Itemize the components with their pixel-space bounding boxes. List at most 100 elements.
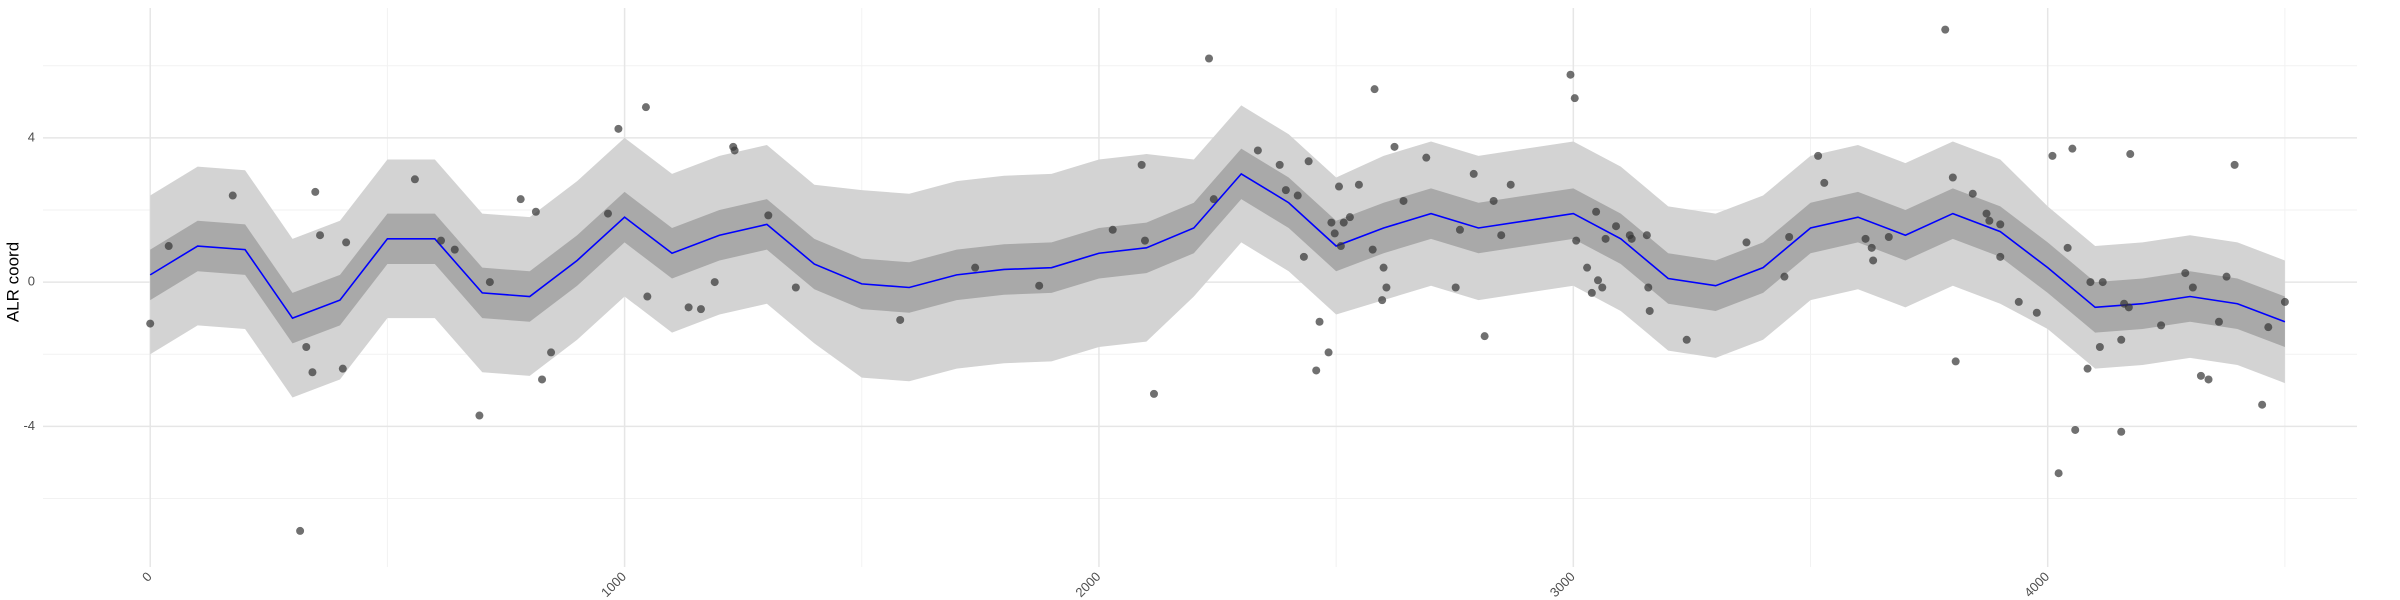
- point: [1108, 225, 1117, 234]
- point: [1742, 238, 1751, 247]
- point: [1592, 207, 1601, 216]
- point: [1304, 157, 1313, 166]
- point: [1422, 153, 1431, 162]
- point: [2181, 269, 2190, 278]
- x-tick-label: 2000: [1072, 569, 1103, 600]
- point: [1209, 195, 1218, 204]
- point: [1682, 335, 1691, 344]
- smooth-line: [149, 172, 2286, 323]
- point: [2280, 297, 2289, 306]
- point: [1968, 189, 1977, 198]
- point: [1451, 283, 1460, 292]
- point: [1399, 196, 1408, 205]
- point: [2048, 151, 2057, 160]
- point: [1299, 252, 1308, 261]
- point: [2083, 364, 2092, 373]
- point: [2086, 278, 2095, 287]
- point: [516, 195, 525, 204]
- point: [696, 305, 705, 314]
- point: [2117, 335, 2126, 344]
- y-tick-label: 0: [28, 274, 35, 289]
- point: [338, 364, 347, 373]
- point: [1339, 218, 1348, 227]
- point: [1035, 281, 1044, 290]
- point: [1948, 173, 1957, 182]
- point: [710, 278, 719, 287]
- point: [2264, 323, 2273, 332]
- point: [971, 263, 980, 272]
- point: [1315, 317, 1324, 326]
- point: [1480, 332, 1489, 341]
- point: [437, 236, 446, 245]
- point: [2032, 308, 2041, 317]
- point: [2124, 303, 2133, 312]
- point: [2063, 243, 2072, 252]
- point: [228, 191, 237, 200]
- point: [1140, 236, 1149, 245]
- point: [1869, 256, 1878, 265]
- point: [2196, 371, 2205, 380]
- point: [1627, 234, 1636, 243]
- point: [475, 411, 484, 420]
- point: [1334, 182, 1343, 191]
- point: [2054, 469, 2063, 478]
- point: [1861, 234, 1870, 243]
- point: [1275, 160, 1284, 169]
- point: [2014, 297, 2023, 306]
- point: [1601, 234, 1610, 243]
- point: [1583, 263, 1592, 272]
- x-tick-label: 4000: [2021, 569, 2052, 600]
- point: [485, 278, 494, 287]
- point: [1820, 178, 1829, 187]
- point: [2095, 343, 2104, 352]
- point: [1780, 272, 1789, 281]
- point: [684, 303, 693, 312]
- point: [614, 124, 623, 133]
- point: [308, 368, 317, 377]
- point: [2258, 400, 2267, 409]
- point: [1982, 209, 1991, 218]
- point: [531, 207, 540, 216]
- point: [1205, 54, 1214, 63]
- point: [1149, 389, 1158, 398]
- point: [1884, 233, 1893, 242]
- point: [1814, 151, 1823, 160]
- point: [302, 343, 311, 352]
- point: [1644, 283, 1653, 292]
- point: [450, 245, 459, 254]
- point: [1382, 283, 1391, 292]
- point: [2214, 317, 2223, 326]
- point: [1951, 357, 1960, 366]
- point: [1867, 243, 1876, 252]
- point: [146, 319, 155, 328]
- point: [2068, 144, 2077, 153]
- point: [1941, 25, 1950, 34]
- point: [1996, 252, 2005, 261]
- point: [643, 292, 652, 301]
- point: [2126, 150, 2135, 159]
- point: [1368, 245, 1377, 254]
- point: [1570, 94, 1579, 103]
- point: [1594, 276, 1603, 285]
- point: [2157, 321, 2166, 330]
- point: [1354, 180, 1363, 189]
- point: [1612, 222, 1621, 231]
- x-tick-label: 3000: [1547, 569, 1578, 600]
- point: [2117, 427, 2126, 436]
- y-tick-label: 4: [28, 129, 35, 144]
- point: [342, 238, 351, 247]
- point: [1281, 186, 1290, 195]
- point: [1598, 283, 1607, 292]
- point: [164, 242, 173, 251]
- point: [1345, 213, 1354, 222]
- point: [1378, 296, 1387, 305]
- point: [730, 146, 739, 155]
- point: [1572, 236, 1581, 245]
- point: [1455, 225, 1464, 234]
- point: [603, 209, 612, 218]
- point: [1985, 216, 1994, 225]
- point: [2098, 278, 2107, 287]
- point: [1642, 231, 1651, 240]
- point: [1137, 160, 1146, 169]
